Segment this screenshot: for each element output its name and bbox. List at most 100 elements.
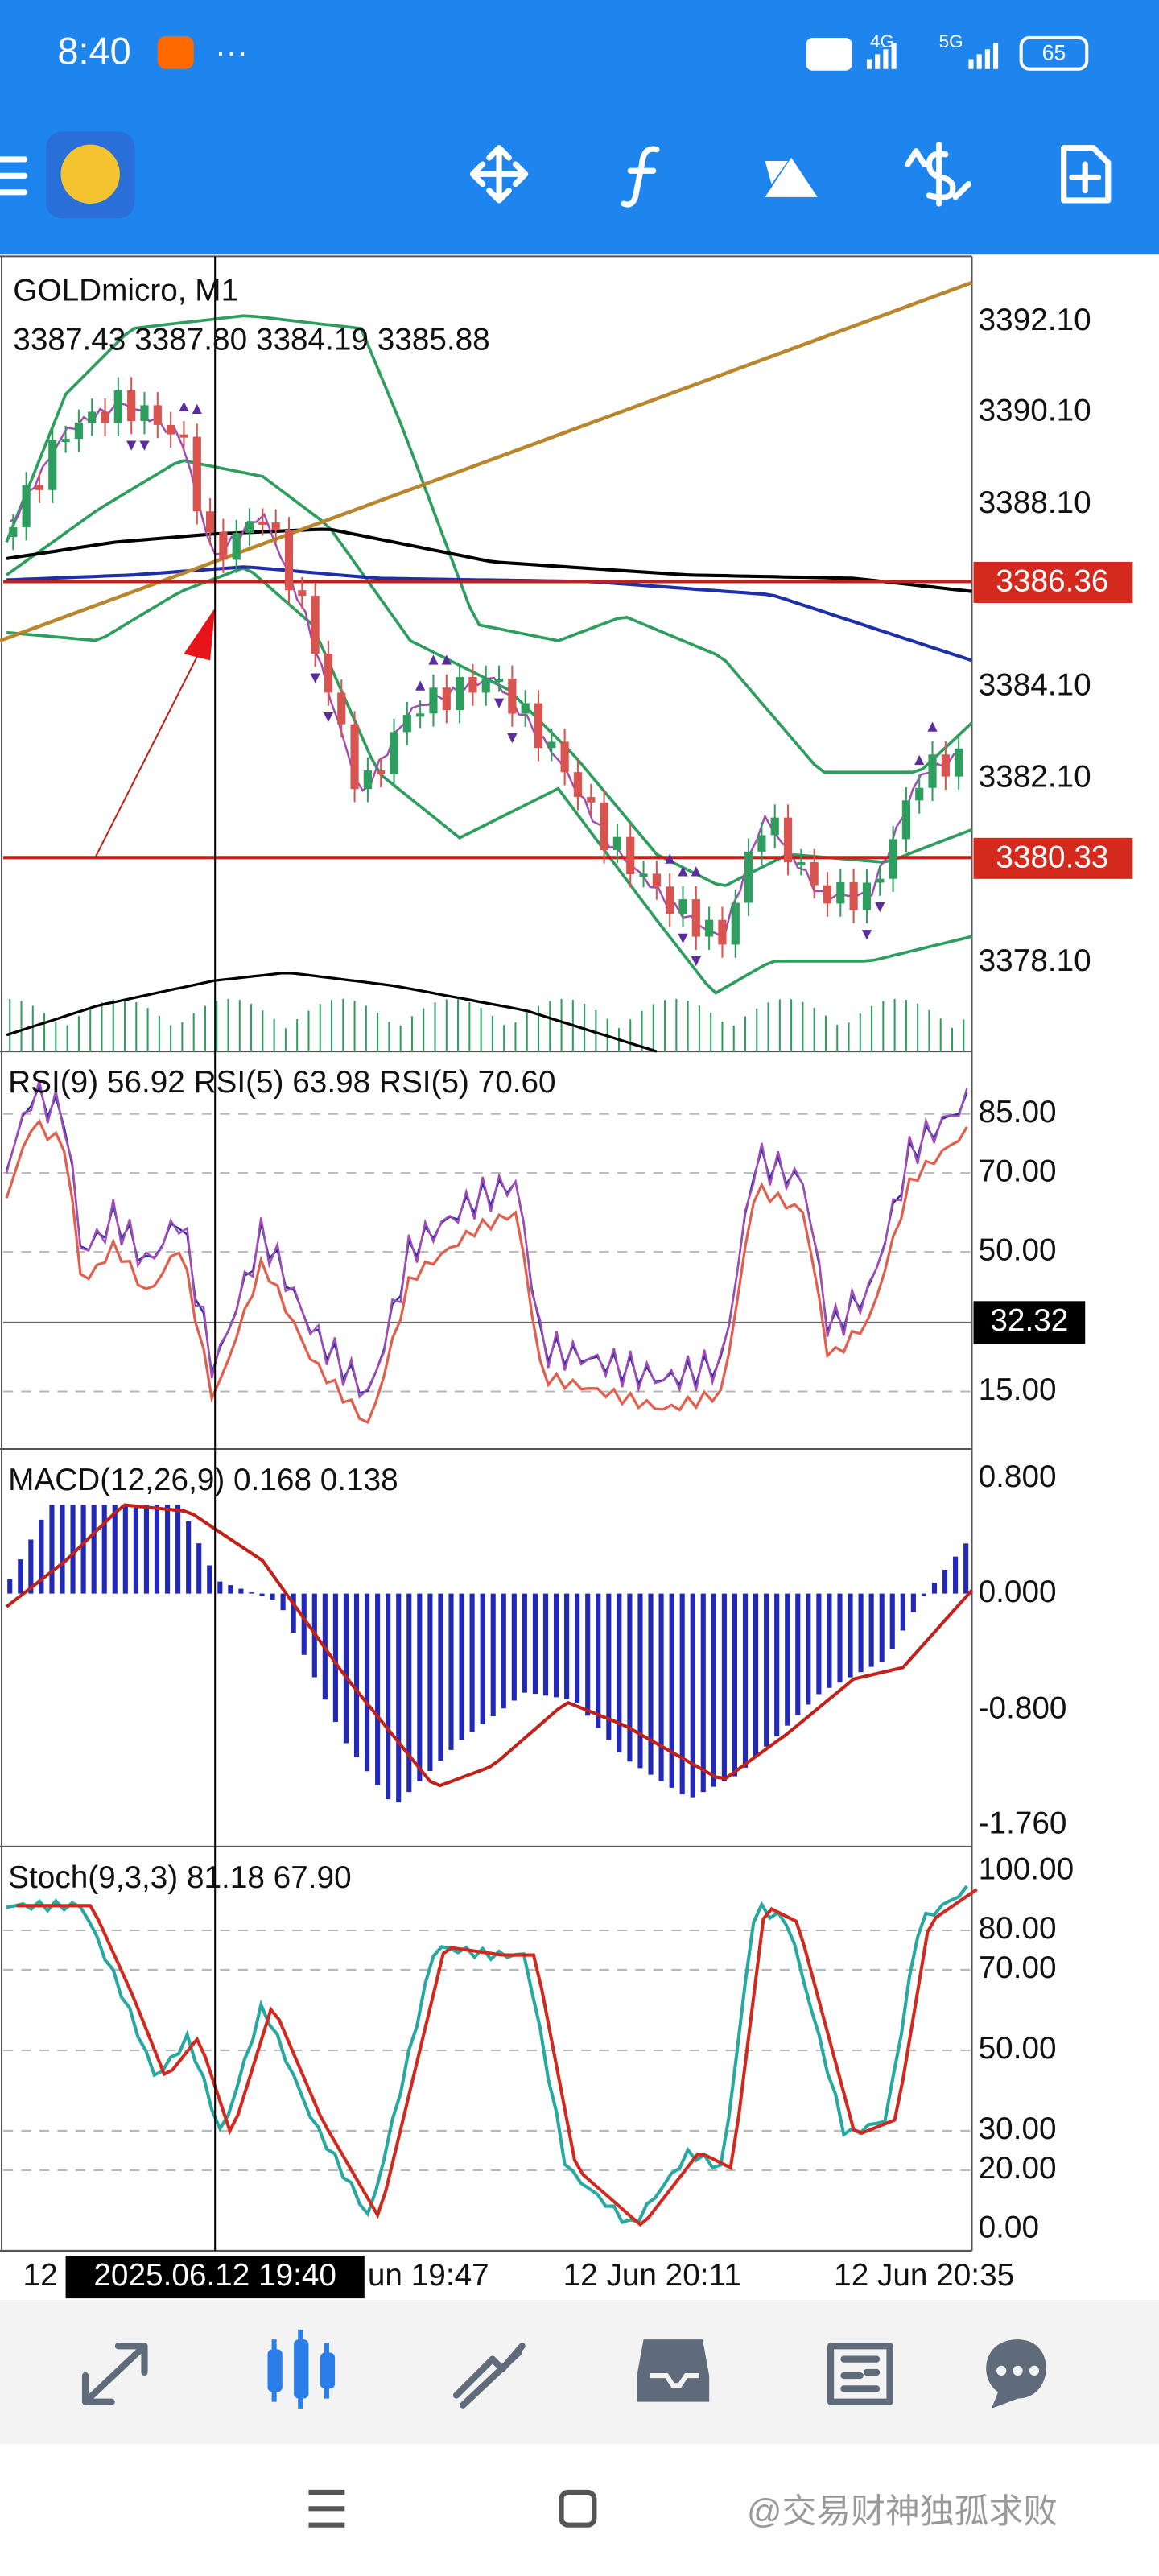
crosshair-tool[interactable]: [469, 145, 529, 204]
volume-ma: [6, 972, 658, 1053]
candle-body: [456, 677, 464, 711]
rsi-axis: 85.00 70.00 50.00 15.00 32.32: [973, 1095, 1086, 1407]
price-label: 3384.10: [979, 667, 1091, 702]
candle-body: [666, 886, 674, 914]
candle-body: [705, 919, 714, 937]
fractal: [665, 853, 675, 864]
fractal: [441, 654, 452, 665]
rsi-level: 70.00: [979, 1154, 1057, 1188]
candle-body: [284, 530, 294, 591]
rsi-level: 50.00: [979, 1232, 1057, 1267]
candle-body: [324, 654, 333, 693]
candle-body: [508, 678, 517, 714]
candle-body: [691, 899, 700, 937]
candle-body: [416, 713, 425, 717]
candle-body: [849, 881, 858, 910]
candle-body: [836, 881, 845, 904]
history-tab[interactable]: [637, 2339, 710, 2402]
ma-black: [6, 527, 972, 593]
candle-body: [915, 787, 924, 801]
candle-body: [153, 405, 162, 425]
candle-body: [560, 741, 569, 773]
fractal: [139, 440, 150, 451]
candle-body: [219, 531, 228, 560]
candle-body: [573, 772, 583, 798]
ohlc: 3387.43 3387.80 3384.19 3385.88: [13, 323, 489, 357]
price-marker: 3380.33: [996, 840, 1108, 875]
price-label: 3382.10: [979, 760, 1091, 795]
fractal: [678, 933, 688, 944]
menu-button[interactable]: [0, 156, 28, 196]
arrow-line: [94, 637, 208, 858]
stoch-axis: 100.00 80.00 70.00 50.00 30.00 20.00 0.0…: [979, 1852, 1074, 2245]
fractal: [691, 956, 701, 967]
candle-body: [35, 485, 44, 490]
macd-level: -0.800: [979, 1691, 1067, 1726]
price-label: 3378.10: [979, 943, 1091, 978]
rsi-level: 15.00: [979, 1373, 1057, 1407]
price-marker-box: [973, 837, 1133, 879]
objects-tool[interactable]: [765, 157, 818, 197]
candle-body: [232, 533, 241, 560]
net-4g: 4G: [870, 31, 894, 52]
candle-body: [876, 878, 885, 883]
nav-recents[interactable]: [308, 2489, 345, 2528]
indicators-tool[interactable]: [621, 146, 660, 208]
hd-icon: [806, 37, 852, 71]
trade-tab[interactable]: [452, 2343, 526, 2409]
fractal: [310, 673, 320, 683]
net-5g: 5G: [939, 31, 963, 52]
time-label: 12 Jun 20:11: [563, 2258, 741, 2293]
candle-body: [481, 679, 490, 693]
candle-body: [521, 703, 530, 714]
quotes-tab[interactable]: [81, 2343, 148, 2405]
time-label: un 19:47: [368, 2258, 489, 2293]
news-tab[interactable]: [827, 2343, 893, 2405]
candle-body: [363, 770, 372, 790]
candle-body: [955, 748, 963, 777]
price-marker-box: [973, 561, 1133, 603]
candle-body: [61, 439, 70, 443]
candle-body: [167, 424, 175, 435]
candle-body: [941, 754, 950, 777]
candle-body: [192, 436, 201, 512]
trade-tool[interactable]: [905, 142, 971, 207]
signal: [866, 43, 999, 69]
fractal: [126, 440, 137, 451]
macd-axis: 0.800 0.000 -0.800 -1.760: [979, 1459, 1067, 1841]
candle-body: [140, 405, 149, 421]
new-order-tool[interactable]: [1061, 145, 1112, 204]
candle-body: [901, 800, 910, 840]
stoch-level: 50.00: [979, 2031, 1057, 2066]
candle-body: [718, 919, 727, 945]
bb-lower: [6, 566, 972, 995]
fractal: [861, 930, 872, 940]
candle-body: [350, 724, 359, 790]
candle-body: [770, 817, 779, 836]
fractal: [415, 680, 426, 691]
messages-tab[interactable]: [986, 2339, 1046, 2409]
candle-body: [88, 411, 97, 423]
nav-home[interactable]: [559, 2489, 597, 2528]
candle-body: [258, 521, 267, 525]
stoch-label: Stoch(9,3,3) 81.18 67.90: [8, 1860, 351, 1895]
candle-body: [298, 590, 307, 597]
chart-tab[interactable]: [267, 2329, 336, 2409]
fractal: [914, 754, 925, 766]
arrow-head: [184, 608, 216, 661]
chart-area: [0, 254, 1159, 2301]
rsi-5-slow: [5, 1118, 968, 1425]
stoch-level: 80.00: [979, 1911, 1057, 1946]
price-label: 3392.10: [979, 303, 1091, 337]
candle-body: [402, 715, 411, 733]
candle-body: [810, 861, 819, 886]
stoch-level: 100.00: [979, 1852, 1074, 1887]
watermark: @交易财神独孤求败: [747, 2492, 1058, 2531]
candle-body: [101, 411, 109, 423]
candle-body: [731, 902, 740, 945]
macd-label: MACD(12,26,9) 0.168 0.138: [8, 1463, 398, 1497]
rsi-marker: 32.32: [990, 1303, 1068, 1338]
fractal: [192, 403, 202, 415]
